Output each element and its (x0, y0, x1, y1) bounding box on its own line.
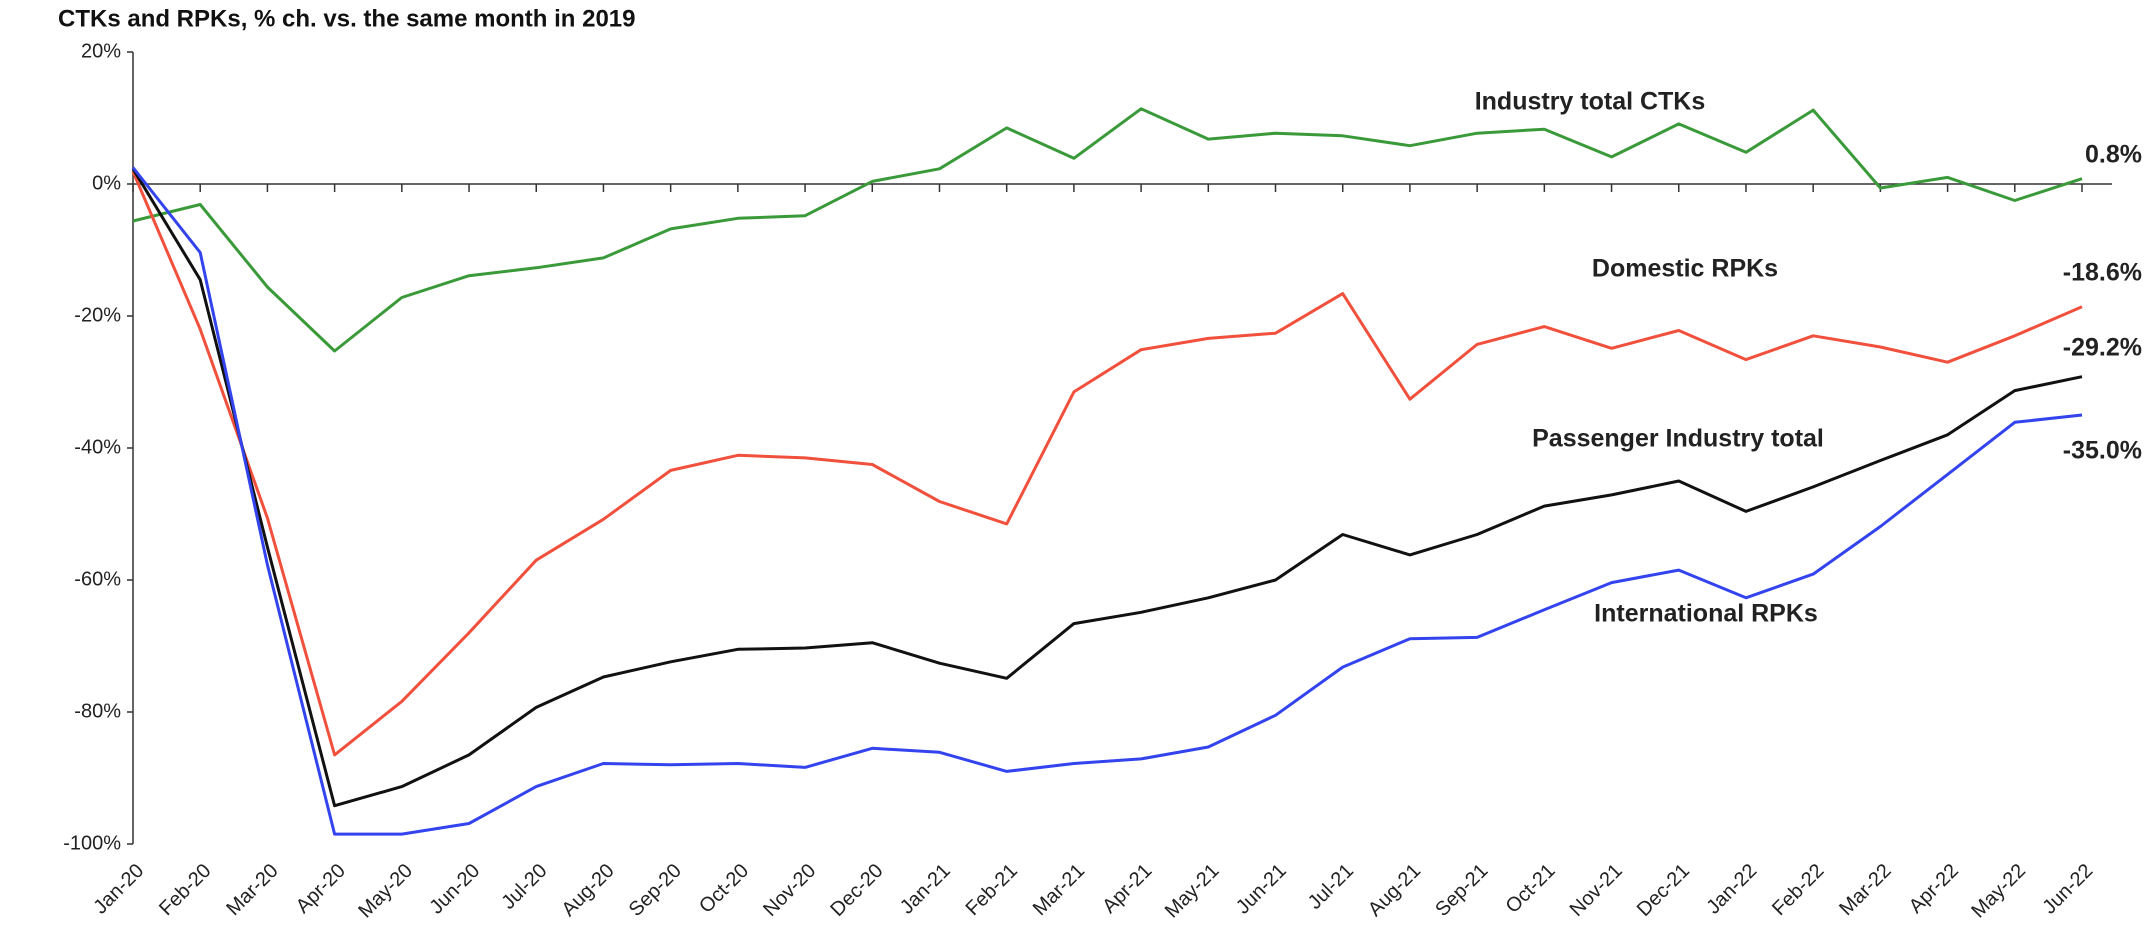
x-tick-label: Nov-21 (1566, 860, 1627, 921)
x-tick-label: Mar-20 (222, 860, 282, 920)
series-label: Domestic RPKs (1592, 255, 1778, 283)
x-tick-label: Mar-21 (1029, 860, 1089, 920)
x-tick-label: May-22 (1967, 860, 2030, 923)
x-tick-label: Mar-22 (1835, 860, 1895, 920)
x-tick-label: Aug-20 (558, 860, 619, 921)
x-tick-label: Sep-20 (625, 860, 686, 921)
series-line (131, 166, 2083, 836)
y-tick-label: -20% (74, 304, 121, 326)
x-tick-label: Jan-21 (896, 860, 955, 919)
y-tick-label: -100% (63, 832, 121, 854)
x-tick-label: Nov-20 (759, 860, 820, 921)
x-tick-label: Jun-20 (426, 860, 485, 919)
x-tick-label: Feb-22 (1768, 860, 1828, 920)
series-line (132, 107, 2083, 353)
x-tick-label: Apr-20 (292, 860, 350, 918)
x-tick-label: Jul-20 (497, 860, 551, 914)
x-tick-label: Sep-21 (1431, 860, 1492, 921)
y-tick-label: 20% (81, 40, 121, 62)
series-label: Passenger Industry total (1532, 425, 1824, 453)
x-tick-label: Feb-20 (155, 860, 215, 920)
y-tick-label: 0% (92, 172, 121, 194)
x-tick-label: Jan-20 (89, 860, 148, 919)
x-tick-label: Dec-20 (826, 860, 887, 921)
x-tick-label: Apr-22 (1905, 860, 1963, 918)
x-tick-label: Jun-22 (2038, 860, 2097, 919)
series-label: Industry total CTKs (1475, 88, 1706, 116)
x-tick-label: Aug-21 (1364, 860, 1425, 921)
x-tick-label: Feb-21 (962, 860, 1022, 920)
value-label: -35.0% (2063, 437, 2142, 465)
series-line (131, 170, 2083, 757)
y-tick-label: -60% (74, 568, 121, 590)
value-label: -29.2% (2063, 334, 2142, 362)
x-tick-label: Jan-22 (1702, 860, 1761, 919)
x-tick-label: May-21 (1161, 860, 1224, 923)
x-tick-label: Jul-21 (1304, 860, 1358, 914)
x-tick-label: May-20 (354, 860, 417, 923)
value-label: -18.6% (2063, 259, 2142, 287)
x-tick-label: Oct-21 (1502, 860, 1560, 918)
x-tick-label: Dec-21 (1633, 860, 1694, 921)
x-tick-label: Apr-21 (1098, 860, 1156, 918)
x-tick-label: Jun-21 (1232, 860, 1291, 919)
y-tick-label: -40% (74, 436, 121, 458)
series-line (131, 168, 2083, 808)
series-label: International RPKs (1594, 600, 1818, 628)
x-tick-label: Oct-20 (695, 860, 753, 918)
chart-title: CTKs and RPKs, % ch. vs. the same month … (58, 5, 636, 32)
value-label: 0.8% (2085, 141, 2142, 169)
y-tick-label: -80% (74, 700, 121, 722)
